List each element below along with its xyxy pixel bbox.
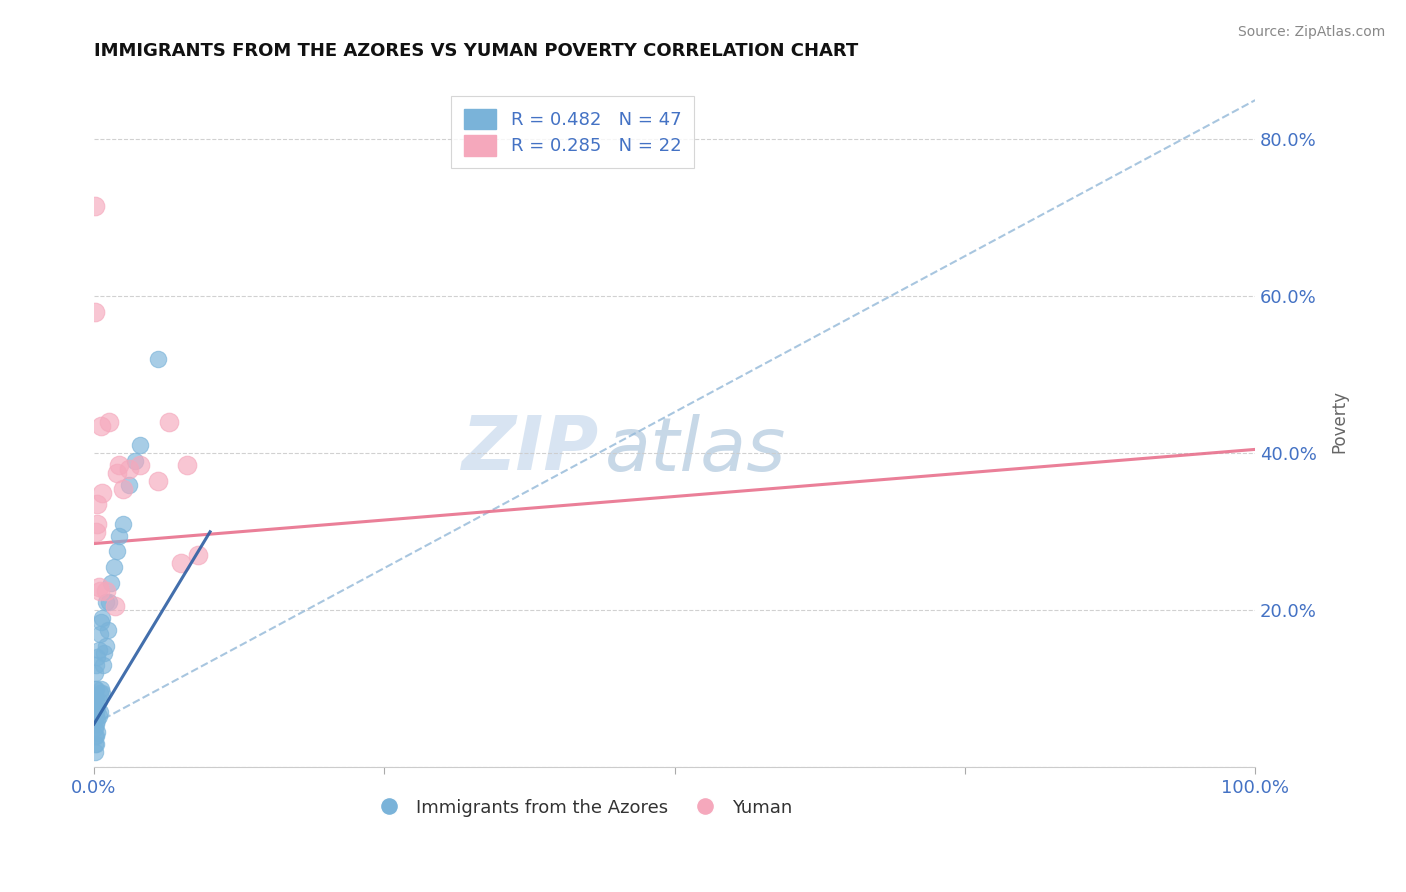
- Legend: Immigrants from the Azores, Yuman: Immigrants from the Azores, Yuman: [364, 791, 799, 824]
- Point: [89, 706, 111, 720]
- Point: [90, 681, 112, 696]
- Point: [91, 658, 114, 673]
- Point: [86, 713, 108, 727]
- Point: [146, 352, 169, 367]
- Point: [84, 666, 107, 681]
- Point: [129, 458, 152, 472]
- Point: [129, 438, 152, 452]
- Point: [84, 713, 107, 727]
- Point: [124, 454, 146, 468]
- Point: [84, 717, 107, 731]
- Point: [89, 583, 111, 598]
- Point: [100, 575, 122, 590]
- Point: [86, 650, 108, 665]
- Point: [86, 701, 108, 715]
- Point: [187, 549, 209, 563]
- Point: [84, 701, 107, 715]
- Point: [84, 745, 107, 759]
- Point: [146, 474, 169, 488]
- Point: [86, 516, 108, 531]
- Point: [86, 725, 108, 739]
- Point: [105, 544, 128, 558]
- Point: [84, 706, 107, 720]
- Point: [98, 415, 121, 429]
- Point: [105, 466, 128, 480]
- Point: [84, 729, 107, 743]
- Point: [87, 580, 110, 594]
- Point: [84, 721, 107, 735]
- Point: [84, 693, 107, 707]
- Point: [87, 693, 110, 707]
- Point: [84, 737, 107, 751]
- Text: IMMIGRANTS FROM THE AZORES VS YUMAN POVERTY CORRELATION CHART: IMMIGRANTS FROM THE AZORES VS YUMAN POVE…: [94, 42, 858, 60]
- Text: Source: ZipAtlas.com: Source: ZipAtlas.com: [1237, 25, 1385, 39]
- Point: [87, 642, 110, 657]
- Point: [111, 482, 134, 496]
- Point: [84, 524, 107, 539]
- Point: [94, 583, 117, 598]
- Point: [108, 458, 131, 472]
- Y-axis label: Poverty: Poverty: [1331, 391, 1348, 453]
- Point: [89, 627, 111, 641]
- Point: [86, 497, 108, 511]
- Point: [89, 686, 111, 700]
- Point: [84, 681, 107, 696]
- Point: [91, 686, 114, 700]
- Point: [104, 599, 127, 614]
- Point: [157, 415, 180, 429]
- Point: [84, 681, 107, 696]
- Point: [91, 611, 114, 625]
- Point: [87, 709, 110, 723]
- Point: [111, 516, 134, 531]
- Point: [90, 418, 112, 433]
- Point: [84, 698, 107, 712]
- Point: [84, 709, 107, 723]
- Point: [91, 485, 114, 500]
- Point: [118, 477, 141, 491]
- Point: [84, 658, 107, 673]
- Point: [98, 595, 121, 609]
- Point: [103, 560, 125, 574]
- Point: [90, 615, 112, 629]
- Point: [93, 647, 115, 661]
- Point: [97, 623, 120, 637]
- Point: [84, 690, 107, 704]
- Text: atlas: atlas: [605, 414, 786, 485]
- Point: [94, 595, 117, 609]
- Point: [84, 737, 107, 751]
- Point: [84, 199, 107, 213]
- Text: ZIP: ZIP: [461, 413, 599, 486]
- Point: [84, 729, 107, 743]
- Point: [108, 529, 131, 543]
- Point: [170, 556, 193, 570]
- Point: [84, 305, 107, 319]
- Point: [176, 458, 198, 472]
- Point: [94, 639, 117, 653]
- Point: [118, 462, 141, 476]
